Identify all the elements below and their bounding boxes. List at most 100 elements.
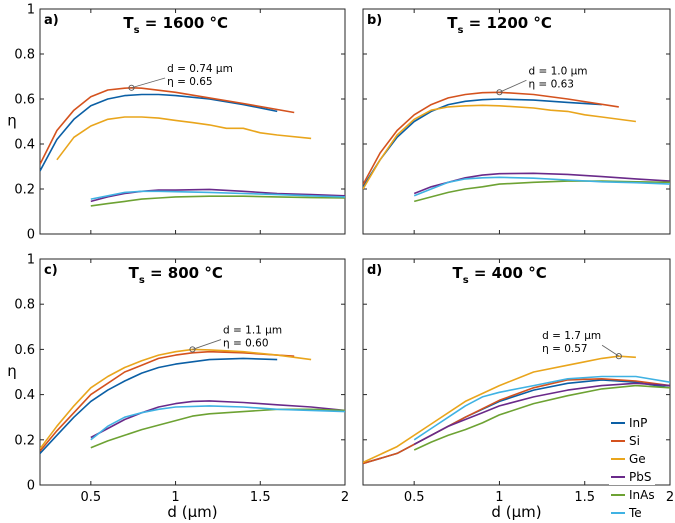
x-axis-label: d (µm): [167, 503, 217, 521]
annotation-marker: [615, 353, 622, 360]
series-line-ge: [56, 116, 312, 161]
panel-label: a): [44, 13, 59, 28]
panel-title-rest: = 1200 °C: [463, 14, 552, 32]
y-tick-label: 0.6: [14, 343, 35, 358]
legend: InP Si Ge PbS InAs Te: [609, 415, 655, 521]
series-group: [40, 348, 345, 454]
legend-label: PbS: [629, 470, 651, 484]
series-line-te: [90, 190, 345, 200]
panel-4: 0.5 1 1.5 2 d (µm) d) Ts = 400 °C d = 1.7 µmη =…: [362, 258, 674, 521]
panel-title-rest: = 800 °C: [145, 264, 223, 282]
x-tick-label: 0.5: [80, 490, 101, 505]
annotation-eta: η = 0.60: [223, 338, 269, 350]
annotation-marker: [496, 89, 503, 96]
annotation-d: d = 1.1 µm: [223, 325, 282, 337]
series-line-inp: [40, 93, 278, 172]
plot-frame: [39, 258, 346, 486]
x-tick-label: 2: [666, 490, 674, 505]
series-group: [363, 91, 670, 203]
panel-1: 0 0.2 0.4 0.6 0.8 1 η a) Ts = 1600 °C d = 0.74 µm…: [7, 3, 346, 243]
panel-title-main: T: [447, 14, 458, 32]
annotation-d: d = 1.7 µm: [542, 330, 601, 342]
series-line-te: [413, 176, 670, 197]
legend-bg: [609, 451, 655, 467]
x-tick-label: 1.5: [574, 490, 595, 505]
legend-bg: [609, 469, 655, 485]
annotation-eta: η = 0.63: [528, 78, 574, 90]
panel-label: b): [367, 13, 382, 28]
series-line-inp: [40, 357, 278, 454]
panel-title-sub: s: [134, 25, 140, 36]
panel-title: Ts = 800 °C: [129, 264, 223, 286]
panel-3: 0.5 1 1.5 2 0 0.2 0.4 0.6 0.8 1 η d (µm) c) Ts = 800 …: [7, 253, 349, 522]
y-tick-label: 0.2: [14, 433, 35, 448]
legend-bg: [609, 415, 655, 431]
series-line-pbs: [413, 382, 670, 446]
legend-bg: [609, 487, 655, 503]
annotation-d: d = 0.74 µm: [167, 63, 233, 75]
panel-title-main: T: [123, 14, 134, 32]
series-line-pbs: [90, 188, 345, 203]
x-tick-label: 1: [171, 490, 179, 505]
panel-2: b) Ts = 1200 °C d = 1.0 µmη = 0.63: [362, 8, 671, 235]
x-tick-label: 0.5: [404, 490, 425, 505]
legend-label: InAs: [629, 488, 655, 502]
y-tick-label: 0.2: [14, 183, 35, 198]
series-line-si: [363, 377, 670, 465]
annotation-marker: [128, 84, 135, 91]
series-line-inas: [413, 384, 670, 451]
legend-label: Ge: [629, 452, 646, 466]
y-tick-label: 0: [27, 479, 35, 494]
x-tick-label: 1.5: [250, 490, 271, 505]
annotation-eta: η = 0.65: [167, 76, 213, 88]
y-tick-label: 0: [27, 228, 35, 243]
panel-label: c): [44, 263, 58, 278]
annotation-leader: [499, 79, 527, 93]
panel-title-rest: = 1600 °C: [140, 14, 229, 32]
y-tick-label: 1: [27, 253, 35, 268]
panel-title: Ts = 1600 °C: [123, 14, 228, 36]
x-tick-label: 1: [495, 490, 503, 505]
annotation-leader: [131, 77, 166, 89]
panel-title-main: T: [452, 264, 463, 282]
legend-bg: [609, 505, 655, 521]
panel-label: d): [367, 263, 382, 278]
series-line-ge: [363, 355, 636, 464]
series-line-inas: [90, 195, 345, 207]
series-group: [363, 355, 670, 465]
y-axis-label: η: [7, 112, 17, 130]
y-axis-label: η: [7, 362, 17, 380]
legend-label: InP: [629, 416, 647, 430]
panel-title: Ts = 1200 °C: [447, 14, 552, 36]
x-axis-label: d (µm): [491, 503, 541, 521]
y-tick-label: 0.8: [14, 48, 35, 63]
annotation-leader: [192, 339, 222, 350]
y-tick-label: 0.8: [14, 298, 35, 313]
series-line-si: [40, 87, 295, 165]
series-line-si: [363, 91, 619, 185]
x-tick-label: 2: [341, 490, 349, 505]
plot-frame: [362, 8, 671, 235]
y-tick-label: 0.4: [14, 138, 35, 153]
series-group: [40, 87, 345, 207]
legend-bg: [609, 433, 655, 449]
panel-title-sub: s: [463, 275, 469, 286]
annotation-marker: [189, 346, 196, 353]
legend-label: Te: [628, 506, 642, 520]
series-line-ge: [363, 104, 637, 190]
annotation-eta: η = 0.57: [542, 343, 588, 355]
y-tick-label: 0.4: [14, 388, 35, 403]
series-line-si: [40, 350, 295, 452]
panel-title-main: T: [129, 264, 140, 282]
annotation-leader: [601, 344, 620, 357]
series-line-inp: [363, 98, 602, 188]
panel-title-sub: s: [458, 25, 464, 36]
panel-title: Ts = 400 °C: [452, 264, 546, 286]
panel-title-rest: = 400 °C: [469, 264, 547, 282]
legend-label: Si: [629, 434, 640, 448]
series-line-te: [413, 375, 670, 441]
panel-title-sub: s: [139, 275, 145, 286]
series-line-ge: [40, 348, 312, 450]
series-line-pbs: [90, 400, 345, 439]
